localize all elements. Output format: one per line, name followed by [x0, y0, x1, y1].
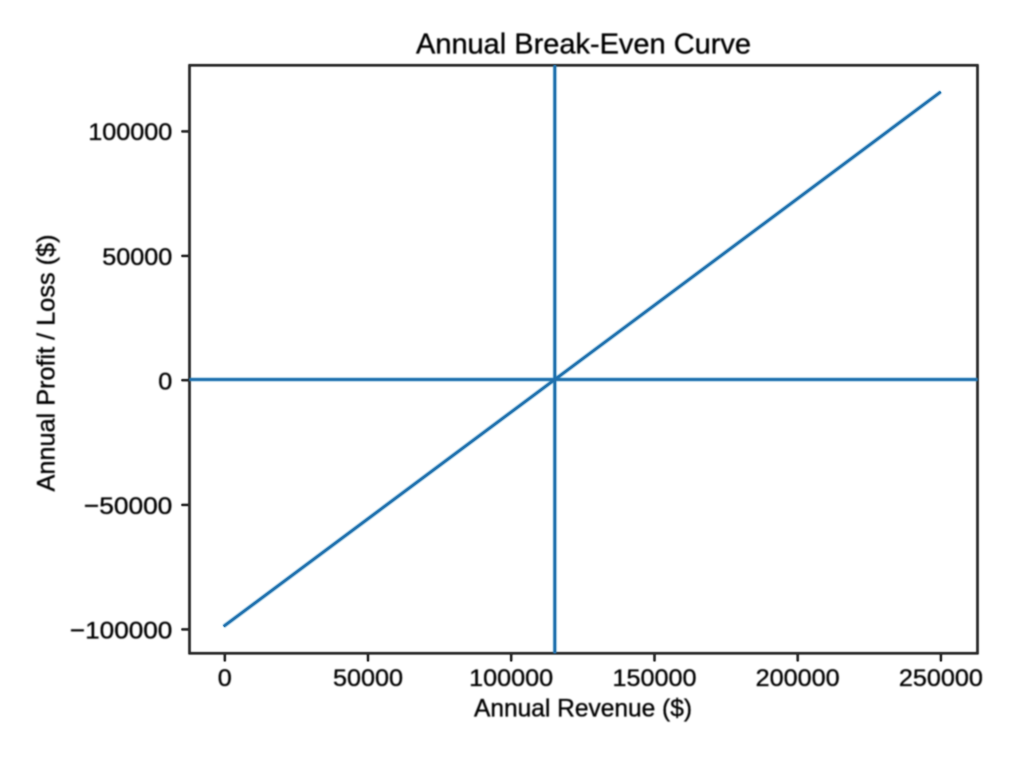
- svg-text:100000: 100000: [469, 665, 553, 692]
- svg-text:150000: 150000: [613, 665, 697, 692]
- svg-text:250000: 250000: [899, 665, 983, 692]
- svg-text:0: 0: [218, 665, 232, 692]
- svg-text:Annual Profit / Loss ($): Annual Profit / Loss ($): [34, 235, 61, 492]
- svg-text:Annual Revenue ($): Annual Revenue ($): [474, 695, 692, 722]
- svg-text:−100000: −100000: [70, 617, 172, 644]
- svg-text:100000: 100000: [88, 119, 172, 146]
- svg-text:50000: 50000: [102, 244, 172, 271]
- svg-text:Annual Break-Even Curve: Annual Break-Even Curve: [416, 28, 751, 60]
- svg-text:50000: 50000: [333, 665, 403, 692]
- svg-text:−50000: −50000: [84, 493, 172, 520]
- svg-text:0: 0: [158, 368, 172, 395]
- svg-text:200000: 200000: [756, 665, 840, 692]
